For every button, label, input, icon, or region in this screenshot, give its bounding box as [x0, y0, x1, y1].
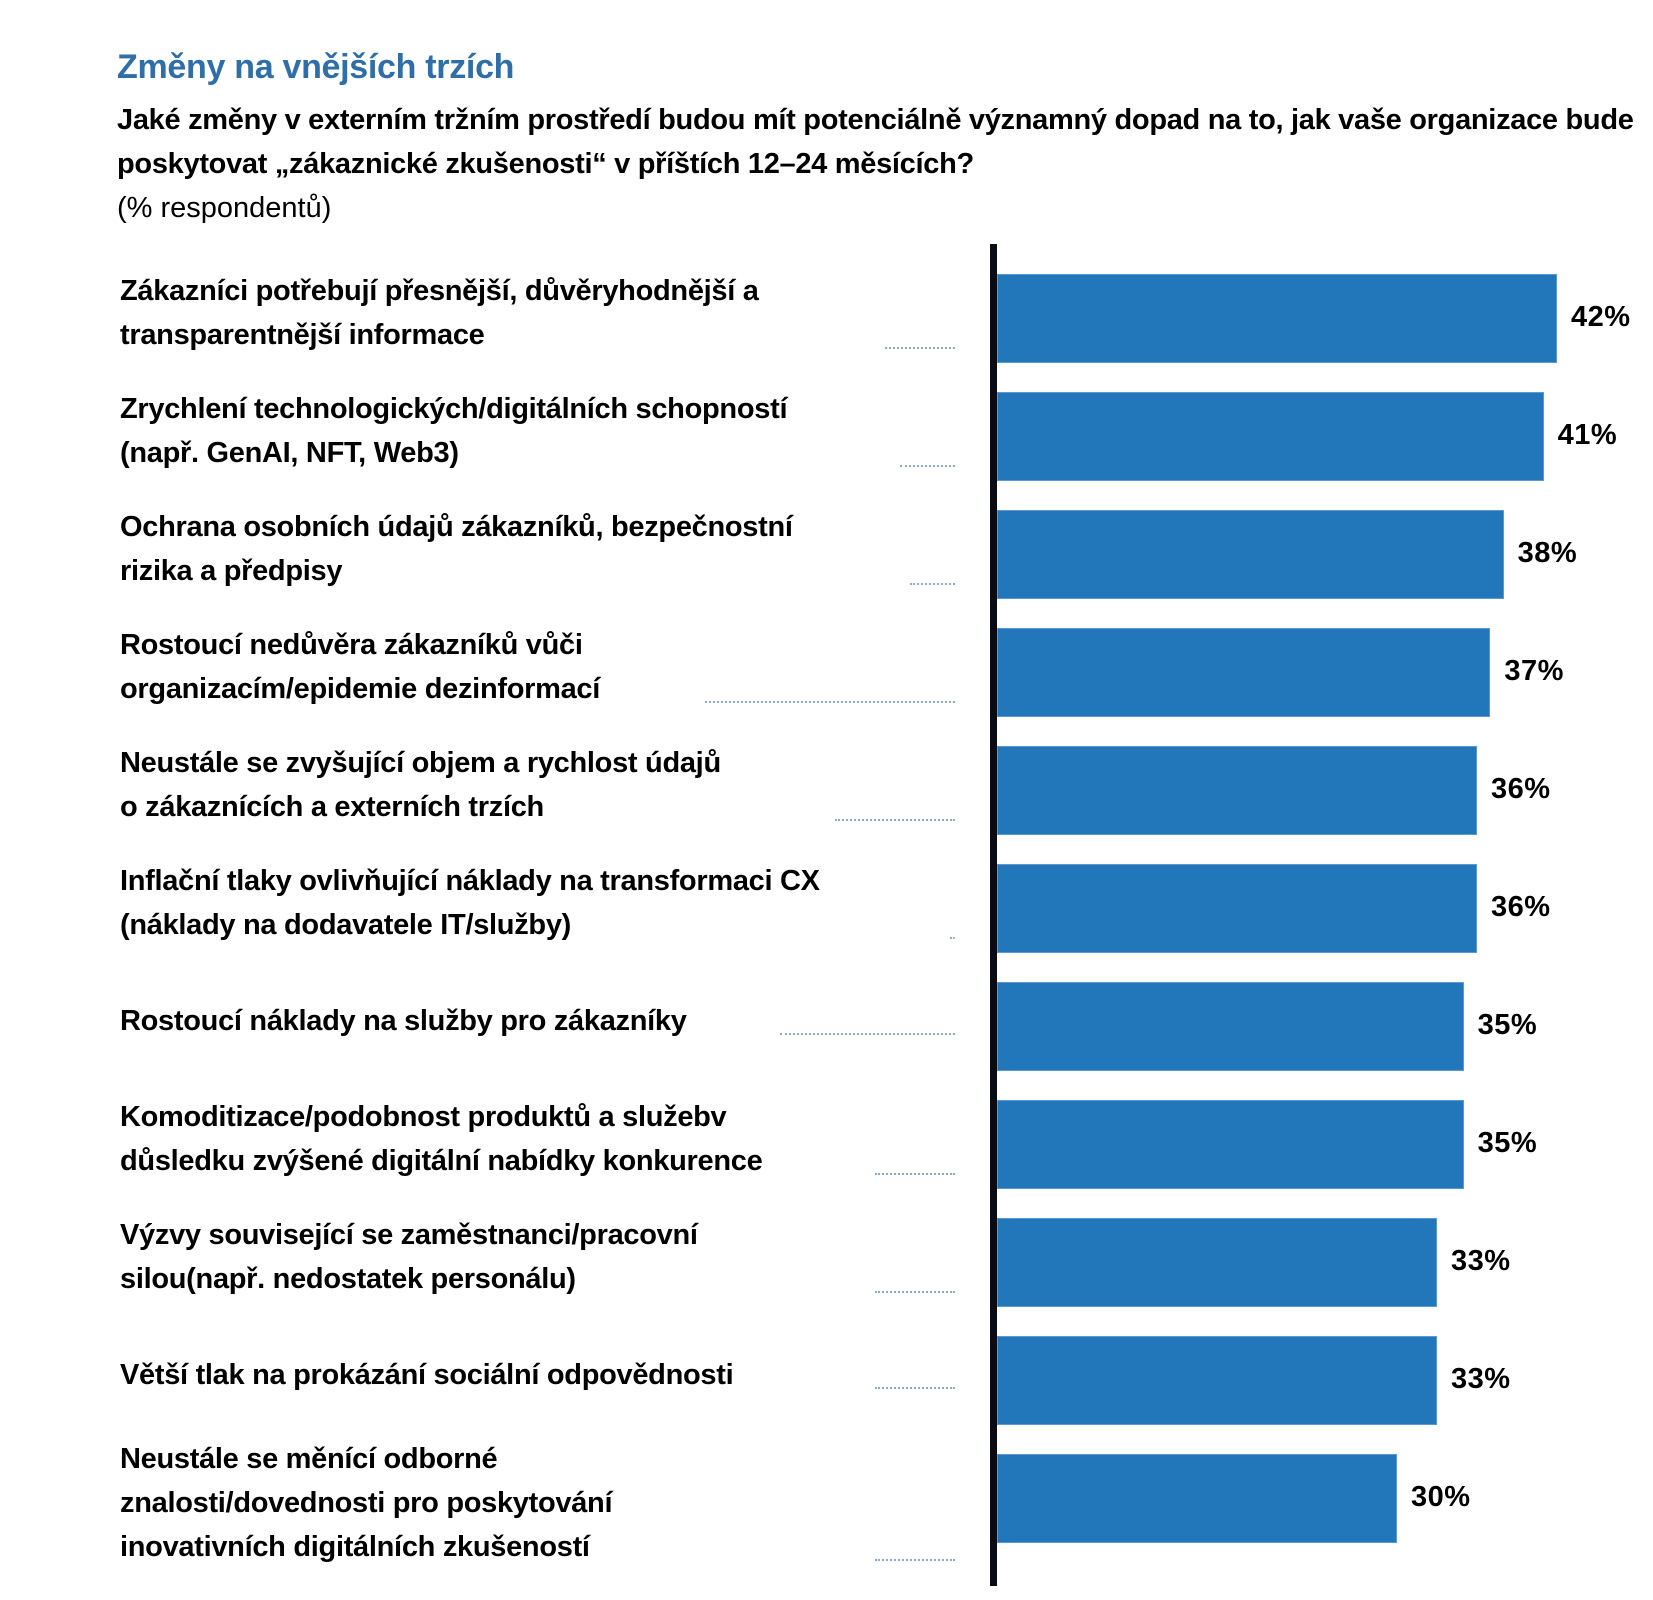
category-label-line: Ochrana osobních údajů zákazníků, bezpeč… — [120, 510, 793, 543]
bar — [997, 864, 1477, 953]
data-label: 41% — [1557, 419, 1618, 451]
leader-line — [875, 1172, 955, 1175]
bar — [997, 1336, 1437, 1425]
bar — [997, 1218, 1437, 1307]
category-label: Větší tlak na prokázání sociální odpověd… — [120, 1353, 920, 1397]
leader-line — [910, 582, 955, 585]
category-label-line: rizika a předpisy — [120, 554, 343, 587]
data-label: 35% — [1477, 1127, 1538, 1159]
category-label-line: silou(např. nedostatek personálu) — [120, 1262, 576, 1295]
category-label: Neustále se měnící odborné znalosti/doved… — [120, 1437, 920, 1569]
data-label: 33% — [1451, 1245, 1511, 1277]
category-label-line: Inflační tlaky ovlivňující náklady na tr… — [120, 864, 820, 897]
category-label-line: o zákaznících a externích trzích — [120, 790, 544, 823]
category-label-line: Neustále se zvyšující objem a rychlost ú… — [120, 746, 721, 779]
category-label-line: organizacím/epidemie dezinformací — [120, 672, 601, 705]
category-label: Zrychlení technologických/digitálních sc… — [120, 387, 920, 475]
category-label-line: Rostoucí náklady na služby pro zákazníky — [120, 1004, 687, 1037]
data-label: 36% — [1491, 773, 1551, 805]
category-label: Výzvy související se zaměstnanci/pracovn… — [120, 1213, 920, 1301]
y-axis-line — [990, 244, 997, 1586]
unit-label: (% respondentů) — [117, 192, 332, 224]
category-label-line: Výzvy související se zaměstnanci/pracovn… — [120, 1218, 698, 1251]
category-label: Neustále se zvyšující objem a rychlost ú… — [120, 741, 920, 829]
bar — [997, 628, 1491, 717]
category-label-line: transparentnější informace — [120, 318, 485, 351]
data-label: 42% — [1571, 301, 1631, 333]
category-label-line: Komoditizace/podobnost produktů a služeb… — [120, 1100, 727, 1133]
bar — [997, 392, 1544, 481]
data-label: 37% — [1504, 655, 1564, 687]
chart-question: Jaké změny v externím tržním prostředí b… — [117, 104, 1634, 180]
category-label-line: důsledku zvýšené digitální nabídky konku… — [120, 1144, 763, 1177]
leader-line — [875, 1558, 955, 1561]
leader-line — [835, 818, 955, 821]
bar — [997, 1454, 1397, 1543]
category-label: Rostoucí náklady na služby pro zákazníky — [120, 999, 920, 1043]
leader-line — [875, 1386, 955, 1389]
category-label-line: Rostoucí nedůvěra zákazníků vůči — [120, 628, 583, 661]
category-label-line: znalosti/dovednosti pro poskytování — [120, 1486, 613, 1519]
category-label-line: inovativních digitálních zkušeností — [120, 1530, 590, 1563]
category-label: Zákazníci potřebují přesnější, důvěryhod… — [120, 269, 920, 357]
leader-line — [950, 936, 955, 939]
category-label: Rostoucí nedůvěra zákazníků vůči organiza… — [120, 623, 920, 711]
chart-title: Změny na vnějších trzích — [117, 48, 515, 86]
category-label-line: Neustále se měnící odborné — [120, 1442, 498, 1475]
leader-line — [705, 700, 955, 703]
category-label-line: (např. GenAI, NFT, Web3) — [120, 436, 459, 469]
data-label: 38% — [1517, 537, 1578, 569]
bar — [997, 746, 1477, 835]
bar — [997, 982, 1464, 1071]
category-label-line: Větší tlak na prokázání sociální odpověd… — [120, 1358, 734, 1391]
data-label: 30% — [1411, 1481, 1471, 1513]
leader-line — [875, 1290, 955, 1293]
data-label: 33% — [1451, 1363, 1511, 1395]
data-label: 36% — [1491, 891, 1551, 923]
category-label: Komoditizace/podobnost produktů a služeb… — [120, 1095, 920, 1183]
bar — [997, 274, 1557, 363]
category-label: Inflační tlaky ovlivňující náklady na tr… — [120, 859, 920, 947]
category-label-line: Zrychlení technologických/digitálních sc… — [120, 392, 788, 425]
category-label-line: (náklady na dodavatele IT/služby) — [120, 908, 571, 941]
leader-line — [900, 464, 955, 467]
category-label: Ochrana osobních údajů zákazníků, bezpeč… — [120, 505, 920, 593]
leader-line — [885, 346, 955, 349]
bar — [997, 510, 1504, 599]
data-label: 35% — [1477, 1009, 1538, 1041]
bar — [997, 1100, 1464, 1189]
leader-line — [780, 1032, 955, 1035]
category-label-line: Zákazníci potřebují přesnější, důvěryhod… — [120, 274, 759, 307]
